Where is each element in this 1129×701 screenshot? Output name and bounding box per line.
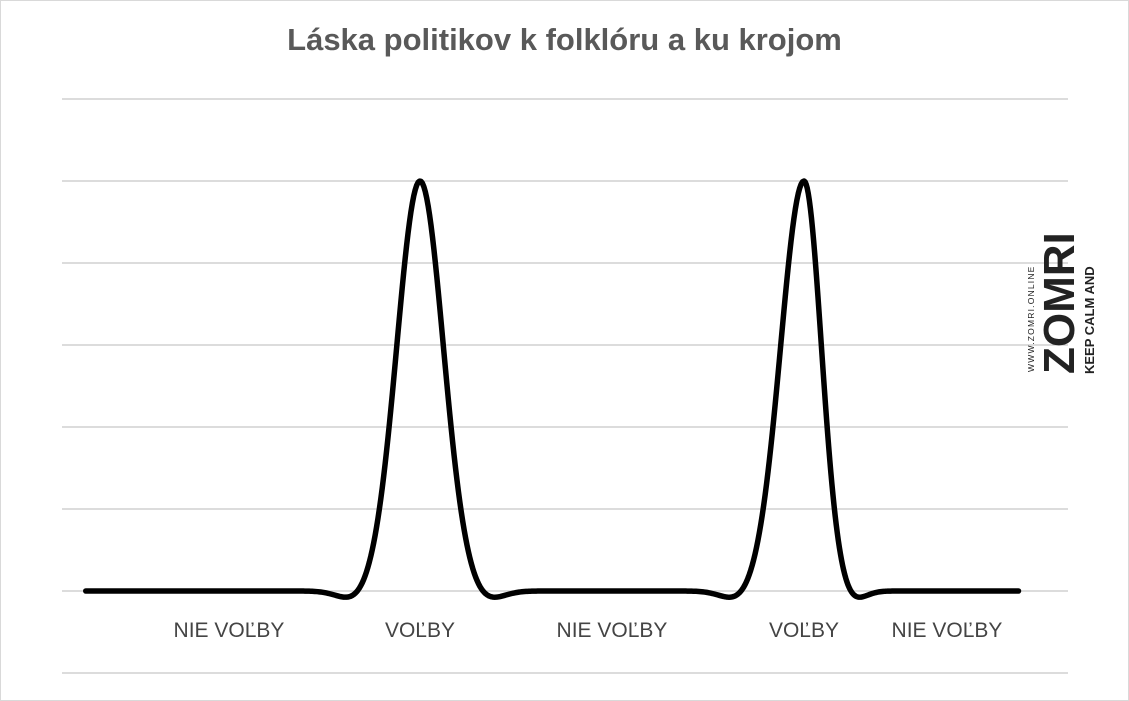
x-tick-label: NIE VOĽBY [892,619,1003,642]
x-tick-label: VOĽBY [769,619,839,642]
watermark-url: WWW.ZOMRI.ONLINE [1026,265,1036,372]
x-tick-label: NIE VOĽBY [174,619,285,642]
x-tick-label: VOĽBY [385,619,455,642]
gridlines [62,98,1068,674]
watermark-logo: KEEP CALM AND ZOMRI WWW.ZOMRI.ONLINE [1026,232,1097,374]
series-line [83,178,1022,600]
watermark-tagline: KEEP CALM AND [1082,266,1097,374]
watermark-brand: ZOMRI [1035,232,1084,374]
chart-title: Láska politikov k folklóru a ku krojom [287,22,842,57]
x-tick-label: NIE VOĽBY [557,619,668,642]
x-tick-labels: NIE VOĽBY VOĽBY NIE VOĽBY VOĽBY NIE VOĽBY [174,619,1003,642]
